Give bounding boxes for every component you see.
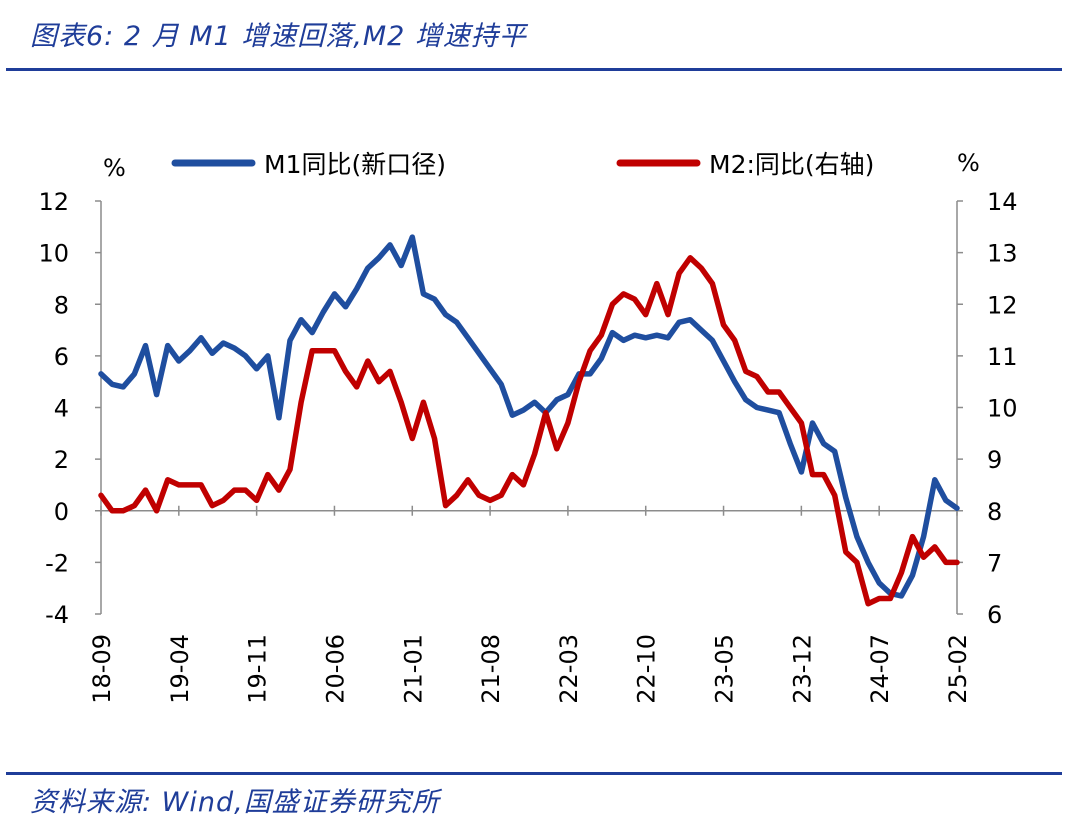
right-tick-label: 10 xyxy=(987,395,1018,423)
left-tick-label: 0 xyxy=(54,498,69,526)
left-tick-label: -2 xyxy=(45,549,69,577)
x-tick-label: 22-03 xyxy=(555,634,583,704)
right-tick-label: 11 xyxy=(987,343,1018,371)
m2-series-line xyxy=(98,255,960,607)
left-tick-label: 2 xyxy=(54,446,69,474)
right-tick-label: 13 xyxy=(987,240,1018,268)
right-tick-label: 12 xyxy=(987,291,1018,319)
right-tick-label: 7 xyxy=(987,549,1002,577)
x-tick-label: 19-11 xyxy=(244,634,272,704)
chart-title: 图表6: 2 月 M1 增速回落,M2 增速持平 xyxy=(30,21,527,52)
x-tick-label: 18-09 xyxy=(88,634,116,704)
series-group xyxy=(98,234,960,607)
left-tick-label: 6 xyxy=(54,343,69,371)
right-tick-label: 8 xyxy=(987,498,1002,526)
x-tick-label: 21-01 xyxy=(399,634,427,704)
x-tick-label: 24-07 xyxy=(866,634,894,704)
x-tick-label: 23-12 xyxy=(788,634,816,704)
left-tick-label: 4 xyxy=(54,395,69,423)
x-tick-label: 21-08 xyxy=(477,634,505,704)
x-tick-label: 22-10 xyxy=(633,634,661,704)
source-divider xyxy=(6,772,1062,775)
x-tick-label: 25-02 xyxy=(944,634,972,704)
legend-m1-label: M1同比(新口径) xyxy=(264,150,446,179)
axes: 12 10 8 6 4 2 0 -2 -4 14 13 12 11 10 9 8 7 6 18-09 19-04 19-… xyxy=(38,188,1017,704)
x-tick-label: 23-05 xyxy=(711,634,739,704)
left-tick-label: 8 xyxy=(54,291,69,319)
left-tick-label: -4 xyxy=(45,601,69,629)
x-tick-label: 19-04 xyxy=(166,634,194,704)
legend: M1同比(新口径) M2:同比(右轴) xyxy=(171,150,874,179)
right-axis-unit: % xyxy=(957,149,980,177)
title-divider xyxy=(6,68,1062,71)
right-tick-label: 6 xyxy=(987,601,1002,629)
left-tick-label: 10 xyxy=(38,240,69,268)
x-tick-label: 20-06 xyxy=(321,634,349,704)
left-axis-unit: % xyxy=(103,154,126,182)
m1-series-line xyxy=(98,234,960,599)
source-note: 资料来源: Wind,国盛证券研究所 xyxy=(30,787,440,818)
left-tick-label: 12 xyxy=(38,188,69,216)
right-tick-label: 9 xyxy=(987,446,1002,474)
right-tick-label: 14 xyxy=(987,188,1018,216)
legend-m2-label: M2:同比(右轴) xyxy=(709,150,874,179)
